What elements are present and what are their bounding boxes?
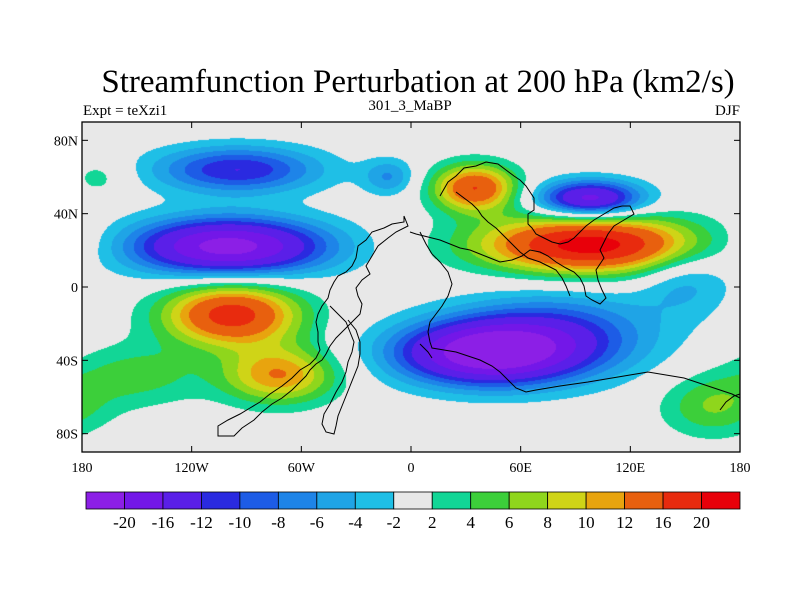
chart-title: Streamfunction Perturbation at 200 hPa (… xyxy=(101,64,734,100)
colorbar-labels: -20 -16 -12 -10 -8 -6 -4 -2 2 4 6 8 10 12 16 20 xyxy=(113,513,710,532)
colorbar-swatch xyxy=(277,491,318,510)
colorbar-swatch xyxy=(470,491,510,510)
x-tick-label: 120W xyxy=(175,461,210,476)
colorbar xyxy=(85,491,741,510)
colorbar-level-label: -12 xyxy=(190,513,213,532)
x-axis-ticks: 180 120W 60W 0 60E 120E 180 xyxy=(72,122,751,476)
x-tick-label: 180 xyxy=(730,461,751,476)
coastline-arabia-india xyxy=(455,191,571,297)
colorbar-swatch xyxy=(662,491,702,510)
streamfunction-field xyxy=(82,122,740,452)
colorbar-level-label: 4 xyxy=(466,513,475,532)
colorbar-level-label: -4 xyxy=(348,513,363,532)
colorbar-swatch xyxy=(124,491,164,510)
coastline-africa xyxy=(419,231,741,399)
colorbar-swatch xyxy=(508,491,549,510)
colorbar-swatch xyxy=(201,491,241,510)
colorbar-level-label: -6 xyxy=(310,513,324,532)
map-plot-area xyxy=(81,121,741,453)
colorbar-level-label: 10 xyxy=(578,513,595,532)
colorbar-swatch xyxy=(701,491,741,510)
coastline-south-america-east xyxy=(321,305,361,435)
colorbar-swatch xyxy=(316,491,356,510)
season-label: DJF xyxy=(715,103,740,119)
coastline-eurasia xyxy=(409,161,635,305)
colorbar-level-label: 16 xyxy=(655,513,672,532)
colorbar-swatch xyxy=(85,491,125,510)
experiment-label: Expt = teXzi1 xyxy=(83,103,167,119)
colorbar-swatch xyxy=(354,491,395,510)
colorbar-swatch xyxy=(393,491,433,510)
x-tick-label: 120E xyxy=(616,461,646,476)
colorbar-swatch xyxy=(239,491,279,510)
colorbar-level-label: 8 xyxy=(543,513,552,532)
x-tick-label: 0 xyxy=(408,461,415,476)
colorbar-swatch xyxy=(547,491,587,510)
colorbar-level-label: -10 xyxy=(229,513,252,532)
y-tick-label: 80N xyxy=(54,134,78,149)
continent-outlines xyxy=(217,161,741,437)
y-tick-label: 40N xyxy=(54,208,78,223)
x-tick-label: 60E xyxy=(509,461,532,476)
colorbar-swatch xyxy=(585,491,625,510)
y-axis-ticks: 80N 40N 0 40S 80S xyxy=(54,134,740,443)
y-tick-label: 0 xyxy=(71,281,78,296)
y-tick-label: 80S xyxy=(56,428,78,443)
colorbar-swatch xyxy=(431,491,472,510)
colorbar-level-label: 12 xyxy=(616,513,633,532)
colorbar-level-label: -16 xyxy=(152,513,175,532)
colorbar-level-label: -20 xyxy=(113,513,136,532)
coastline-americas xyxy=(217,215,409,437)
colorbar-swatch xyxy=(162,491,202,510)
case-label: 301_3_MaBP xyxy=(368,98,451,114)
coastline-antarctic-edge xyxy=(419,343,741,411)
colorbar-level-label: -2 xyxy=(387,513,401,532)
x-tick-label: 180 xyxy=(72,461,93,476)
x-tick-label: 60W xyxy=(288,461,316,476)
colorbar-swatch xyxy=(624,491,664,510)
colorbar-level-label: -8 xyxy=(271,513,285,532)
colorbar-level-label: 20 xyxy=(693,513,710,532)
colorbar-level-label: 2 xyxy=(428,513,437,532)
colorbar-level-label: 6 xyxy=(505,513,514,532)
y-tick-label: 40S xyxy=(56,354,78,369)
